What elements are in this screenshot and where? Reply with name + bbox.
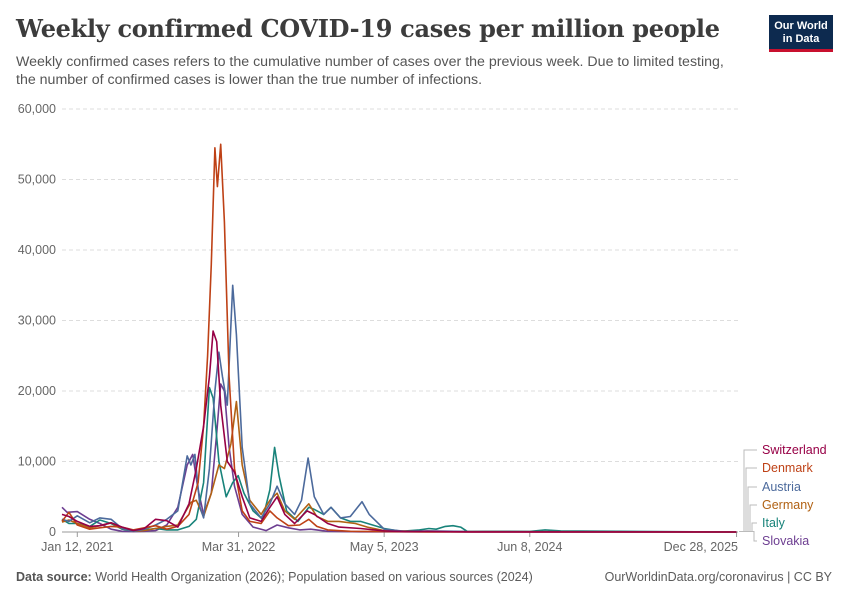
- series-line-germany[interactable]: [61, 400, 737, 533]
- series-line-slovakia[interactable]: [61, 383, 737, 533]
- line-chart: 0 10,000 20,000 30,000 40,000 50,000 60,000 Ja…: [18, 102, 827, 554]
- series-line-austria[interactable]: [61, 284, 737, 533]
- chart-subtitle: Weekly confirmed cases refers to the cum…: [16, 54, 724, 88]
- y-tick-label: 40,000: [18, 243, 56, 257]
- series-line-switzerland[interactable]: [61, 330, 737, 533]
- data-source-text: World Health Organization (2026); Popula…: [95, 570, 533, 584]
- legend-label-slovakia[interactable]: Slovakia: [762, 534, 809, 548]
- x-tick-label: Dec 28, 2025: [664, 540, 738, 554]
- data-source-label: Data source:: [16, 570, 92, 584]
- footer-url[interactable]: OurWorldinData.org/coronavirus | CC BY: [604, 570, 832, 584]
- legend-label-germany[interactable]: Germany: [762, 498, 814, 512]
- legend-label-switzerland[interactable]: Switzerland: [762, 443, 827, 457]
- legend-label-denmark[interactable]: Denmark: [762, 461, 813, 475]
- logo-line-1: Our World: [774, 20, 828, 32]
- x-tick-label: Jun 8, 2024: [497, 540, 562, 554]
- series-line-denmark[interactable]: [61, 143, 737, 533]
- logo-line-2: in Data: [782, 32, 820, 45]
- x-tick-label: May 5, 2023: [350, 540, 419, 554]
- legend-connector: [739, 531, 757, 542]
- chart-title: Weekly confirmed COVID-19 cases per mill…: [16, 14, 720, 43]
- series-line-italy[interactable]: [61, 386, 737, 533]
- y-tick-label: 50,000: [18, 173, 56, 187]
- owid-logo[interactable]: Our World in Data: [769, 15, 833, 52]
- x-tick-label: Mar 31, 2022: [202, 540, 276, 554]
- legend-connector: [739, 486, 757, 532]
- y-tick-label: 20,000: [18, 384, 56, 398]
- legend-label-italy[interactable]: Italy: [762, 516, 786, 530]
- y-tick-label: 60,000: [18, 102, 56, 116]
- y-tick-label: 0: [49, 525, 56, 539]
- legend-label-austria[interactable]: Austria: [762, 480, 801, 494]
- y-tick-label: 30,000: [18, 314, 56, 328]
- data-source: Data source: World Health Organization (…: [16, 570, 533, 584]
- x-tick-label: Jan 12, 2021: [41, 540, 113, 554]
- y-tick-label: 10,000: [18, 455, 56, 469]
